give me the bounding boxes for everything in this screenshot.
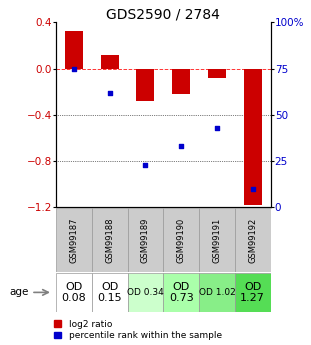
- Point: [250, 186, 255, 191]
- Bar: [128, 273, 163, 312]
- Text: GSM99190: GSM99190: [177, 217, 186, 263]
- Point: [143, 162, 148, 168]
- Title: GDS2590 / 2784: GDS2590 / 2784: [106, 7, 220, 21]
- Bar: [137, 69, 154, 101]
- Point: [107, 90, 112, 96]
- Bar: [128, 208, 163, 272]
- Text: OD 0.34: OD 0.34: [127, 288, 164, 297]
- Point: [71, 66, 76, 71]
- Bar: [65, 30, 83, 69]
- Bar: [208, 69, 226, 78]
- Bar: [92, 208, 128, 272]
- Text: OD
0.15: OD 0.15: [97, 282, 122, 303]
- Text: OD
1.27: OD 1.27: [240, 282, 265, 303]
- Text: GSM99192: GSM99192: [248, 217, 257, 263]
- Text: OD
0.73: OD 0.73: [169, 282, 193, 303]
- Text: GSM99188: GSM99188: [105, 217, 114, 263]
- Bar: [163, 273, 199, 312]
- Bar: [235, 208, 271, 272]
- Text: OD 1.02: OD 1.02: [198, 288, 235, 297]
- Text: GSM99189: GSM99189: [141, 217, 150, 263]
- Bar: [56, 208, 92, 272]
- Text: GSM99191: GSM99191: [212, 217, 221, 263]
- Text: OD
0.08: OD 0.08: [62, 282, 86, 303]
- Bar: [244, 69, 262, 205]
- Bar: [199, 273, 235, 312]
- Text: age: age: [9, 287, 29, 297]
- Text: GSM99187: GSM99187: [69, 217, 78, 263]
- Point: [179, 144, 183, 149]
- Point: [214, 125, 219, 131]
- Bar: [172, 69, 190, 94]
- Bar: [235, 273, 271, 312]
- Bar: [92, 273, 128, 312]
- Bar: [163, 208, 199, 272]
- Bar: [101, 55, 118, 69]
- Legend: log2 ratio, percentile rank within the sample: log2 ratio, percentile rank within the s…: [54, 320, 222, 341]
- Bar: [56, 273, 92, 312]
- Bar: [199, 208, 235, 272]
